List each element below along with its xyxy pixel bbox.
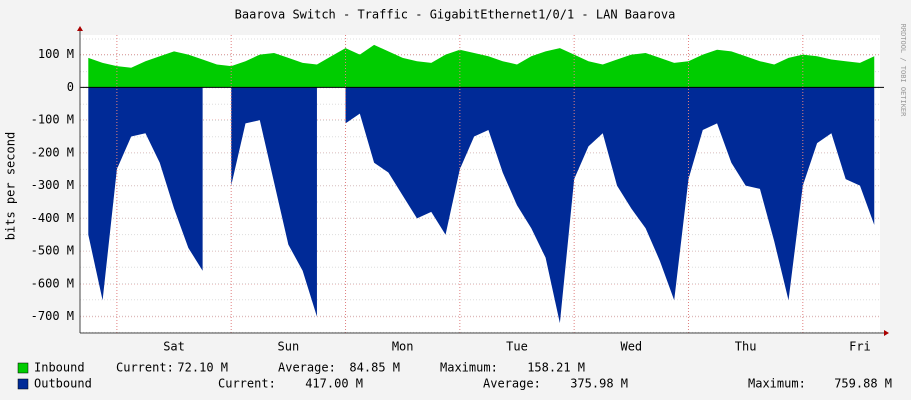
- legend-swatch: [17, 362, 29, 374]
- legend-stat: 417.00 M: [305, 377, 363, 391]
- legend-label: Outbound: [34, 377, 92, 391]
- legend-label: Inbound: [34, 361, 85, 375]
- y-tick-label: -600 M: [31, 276, 74, 290]
- area: [88, 87, 875, 324]
- x-tick-label: Sun: [278, 340, 300, 354]
- legend-stat: Maximum:: [748, 377, 806, 391]
- legend-stat: Current:: [116, 361, 174, 375]
- y-tick-label: -100 M: [31, 113, 74, 127]
- legend-swatch: [17, 378, 29, 390]
- y-axis-label: bits per second: [4, 132, 18, 240]
- x-tick-label: Mon: [392, 340, 414, 354]
- y-tick-label: -300 M: [31, 178, 74, 192]
- legend-stat: 375.98 M: [570, 377, 628, 391]
- y-tick-label: 100 M: [38, 47, 74, 61]
- x-tick-label: Wed: [620, 340, 642, 354]
- y-tick-label: -200 M: [31, 145, 74, 159]
- y-tick-label: -400 M: [31, 211, 74, 225]
- area: [88, 44, 875, 88]
- legend-stat: Maximum:: [440, 361, 498, 375]
- legend-stat: 72.10 M: [177, 361, 228, 375]
- x-tick-label: Thu: [735, 340, 757, 354]
- y-tick-label: 0: [67, 80, 74, 94]
- y-axis-arrow: [77, 26, 83, 31]
- y-tick-label: -700 M: [31, 309, 74, 323]
- legend-stat: Average:: [278, 361, 336, 375]
- x-tick-label: Tue: [506, 340, 528, 354]
- legend-stat: 759.88 M: [834, 377, 892, 391]
- legend-stat: Current:: [218, 377, 276, 391]
- y-tick-label: -500 M: [31, 244, 74, 258]
- legend-stat: Average:: [483, 377, 541, 391]
- x-axis-arrow: [884, 330, 889, 336]
- chart-title: Baarova Switch - Traffic - GigabitEthern…: [235, 8, 676, 22]
- legend-stat: 158.21 M: [527, 361, 585, 375]
- x-tick-label: Fri: [849, 340, 871, 354]
- watermark: RRDTOOL / TOBI OETIKER: [899, 24, 907, 118]
- x-tick-label: Sat: [163, 340, 185, 354]
- legend-stat: 84.85 M: [349, 361, 400, 375]
